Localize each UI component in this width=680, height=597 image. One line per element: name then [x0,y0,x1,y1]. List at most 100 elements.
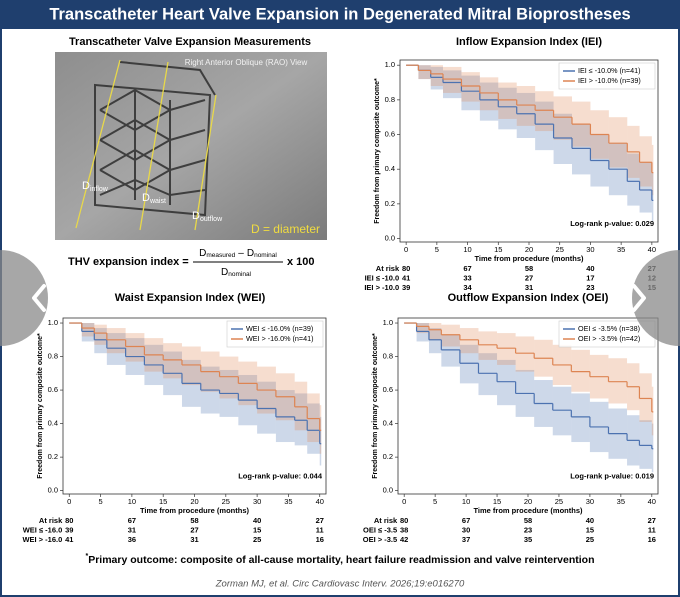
confidence-band [498,87,517,130]
confidence-band [181,346,201,386]
confidence-band [441,324,460,347]
at-risk-label: WEI > -16.0 [22,535,62,544]
confidence-band [443,66,462,93]
x-tick-label: 10 [128,497,136,506]
at-risk-label: IEI > -10.0 [364,283,399,292]
confidence-band [639,373,652,422]
x-tick-label: 10 [463,245,471,254]
at-risk-value: 11 [316,525,324,534]
x-tick-label: 15 [494,245,502,254]
y-axis-label: Freedom from primary composite outcome* [372,333,379,479]
at-risk-value: 41 [402,273,410,282]
confidence-band [553,96,572,140]
d-symbol: D [192,210,200,222]
chart-title: Outflow Expansion Index (OEI) [448,292,609,304]
confidence-band [430,66,443,90]
at-risk-value: 27 [525,273,533,282]
x-tick-label: 5 [435,245,439,254]
legend-label: OEI ≤ -3.5% (n=38) [578,324,640,333]
at-risk-value: 40 [586,264,594,273]
confidence-band [106,328,126,354]
at-risk-value: 15 [586,525,594,534]
at-risk-label: At risk [39,516,63,525]
y-tick-label: 0.2 [48,452,58,461]
plot-area [399,59,659,243]
at-risk-value: 23 [524,525,532,534]
confidence-band [498,82,517,119]
y-axis-label: Freedom from primary composite outcome* [37,333,44,479]
confidence-band [553,113,572,164]
confidence-band [552,386,572,436]
header-title: Transcatheter Heart Valve Expansion in D… [49,5,630,23]
d-symbol: D [82,180,90,192]
carousel-next[interactable] [632,250,680,346]
at-risk-value: 34 [463,283,472,292]
at-risk-value: 25 [586,535,594,544]
confidence-band [515,336,535,372]
subscript: nominal [228,271,251,278]
confidence-band [416,323,429,342]
at-risk-value: 40 [253,516,261,525]
confidence-band [497,333,516,365]
x-tick-label: 5 [98,497,102,506]
x-tick-label: 30 [586,245,594,254]
at-risk-value: 27 [190,525,198,534]
confidence-band [571,349,590,392]
at-risk-value: 17 [586,273,594,282]
at-risk-label: IEI ≤ -10.0 [365,273,400,282]
d-symbol: D [247,248,254,259]
at-risk-value: 67 [463,264,471,273]
at-risk-value: 16 [316,535,324,544]
at-risk-value: 25 [253,535,261,544]
confidence-band [418,65,431,80]
charts: Inflow Expansion Index (IEI) 0.0 0.2 0.4 0.6… [22,36,659,544]
confidence-band [571,393,590,443]
at-risk-value: 30 [462,525,470,534]
confidence-band [307,403,320,454]
x-tick-label: 40 [316,497,324,506]
confidence-band [94,328,107,354]
confidence-band [608,117,628,168]
x-tick-label: 20 [190,497,198,506]
legend-label: OEI > -3.5% (n=42) [578,334,640,343]
confidence-band [535,101,554,151]
x-tick-label: 5 [433,497,437,506]
at-risk-value: 16 [648,535,656,544]
footnote: *Primary outcome: composite of all-cause… [85,553,594,566]
x-tick-label: 10 [462,497,470,506]
inflow-label: Dinflow [82,180,109,193]
confidence-band [651,386,654,436]
subscript: waist [149,198,166,205]
y-tick-label: 0.0 [383,486,393,495]
at-risk-value: 38 [400,525,408,534]
at-risk-value: 37 [462,535,470,544]
at-risk-label: At risk [376,264,400,273]
y-axis-label: Freedom from primary composite outcome* [374,78,381,224]
confidence-band [418,65,431,80]
log-rank-annotation: Log-rank p-value: 0.044 [238,471,323,480]
confidence-band [416,323,429,334]
at-risk-value: 58 [525,264,533,273]
x-tick-label: 15 [493,497,501,506]
at-risk-value: 40 [586,516,594,525]
confidence-band [81,323,95,337]
d-symbol: D [221,267,228,278]
confidence-band [106,333,126,365]
confidence-band [572,124,591,175]
y-tick-label: 0.0 [48,486,58,495]
x-tick-label: 0 [404,245,408,254]
at-risk-value: 67 [462,516,470,525]
at-risk-value: 58 [190,516,198,525]
at-risk-value: 80 [402,264,410,273]
y-tick-label: 1.0 [385,60,395,69]
confidence-band [319,416,322,466]
x-tick-label: 25 [555,497,563,506]
x-tick-label: 35 [617,245,625,254]
confidence-band [651,423,654,473]
legend-label: WEI > -16.0% (n=41) [246,334,314,343]
at-risk-label: OEI > -3.5 [363,535,397,544]
legend-label: WEI ≤ -16.0% (n=39) [246,324,313,333]
x-tick-label: 30 [253,497,261,506]
carousel-prev[interactable] [0,250,48,346]
subscript: inflow [90,186,109,193]
